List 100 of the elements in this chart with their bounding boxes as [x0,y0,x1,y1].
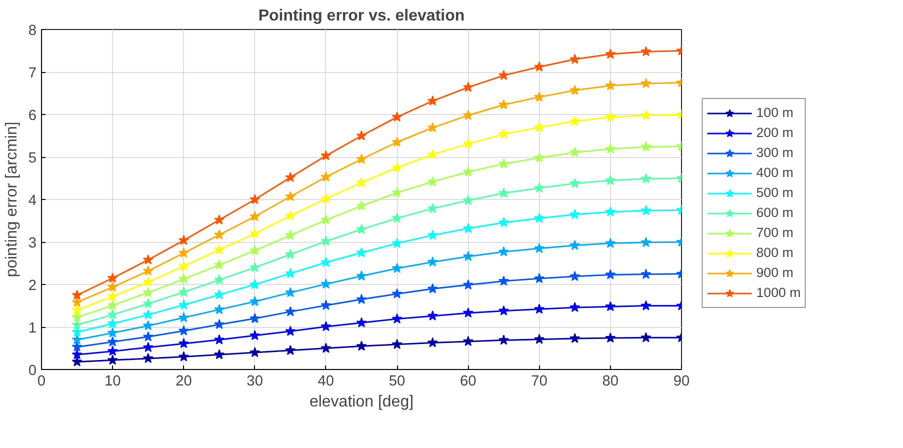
x-tick-label: 60 [460,374,476,390]
point [498,99,509,110]
point [250,313,260,324]
point [462,336,474,346]
point [427,283,438,294]
point [250,262,260,272]
point [72,356,82,366]
point [72,304,82,315]
point [72,326,82,337]
point [285,210,296,220]
point [462,279,474,290]
x-tick-label: 40 [318,374,334,390]
point [498,188,509,198]
point [178,286,189,297]
point [640,268,652,279]
point [534,304,545,314]
point [178,299,189,310]
point [427,202,438,213]
point [214,304,225,314]
legend-label: 500 m [756,185,794,200]
x-tick-label: 80 [602,374,619,390]
point [142,265,154,276]
y-tick-label: 1 [28,320,37,336]
y-tick-label: 7 [28,66,37,82]
point [392,313,402,324]
point [605,48,616,59]
point [250,245,260,256]
point [320,171,332,182]
point [107,346,118,356]
point [498,158,509,168]
point [285,287,296,298]
point [640,110,652,120]
point [142,309,154,320]
point [462,138,474,148]
point [534,61,545,72]
point [214,244,225,254]
point [498,128,509,139]
y-axis-title: pointing error [arcmin] [3,122,20,278]
point [107,272,118,283]
point [214,229,225,240]
legend-label: 600 m [756,205,794,220]
point [498,70,509,80]
point [320,300,332,310]
point [392,338,402,349]
point [285,172,296,182]
point [392,262,402,273]
point [107,327,118,338]
point [570,302,580,312]
point [640,173,652,184]
point [250,194,260,204]
point [605,206,616,216]
point [107,309,118,320]
point [605,143,616,154]
point [285,306,296,316]
x-tick-label: 20 [176,374,192,390]
point [356,130,367,140]
point [392,187,402,198]
point [392,136,402,147]
point [320,278,332,289]
point [570,332,580,344]
point [72,290,82,300]
point [462,222,474,233]
point [570,270,580,281]
point [462,110,474,120]
point [534,212,545,223]
point [285,230,296,240]
point [392,288,402,298]
point [72,341,82,352]
point [178,312,189,322]
point [605,238,616,248]
point [250,211,260,222]
point [498,216,509,227]
point [570,208,580,219]
point [107,300,118,310]
point [250,296,260,306]
point [605,80,616,90]
point [640,205,652,216]
point [214,289,225,300]
point [356,224,367,234]
x-tick-label: 10 [104,374,121,390]
point [392,162,402,172]
point [498,276,509,286]
point [250,228,260,238]
point [534,122,545,132]
point [462,82,474,92]
point [392,238,402,248]
point [605,332,616,343]
point [178,273,189,284]
point [320,321,332,332]
point [427,310,438,320]
point [640,300,652,310]
point [214,334,225,344]
point [570,54,580,64]
legend-label: 900 m [756,265,794,280]
x-tick-label: 30 [246,374,263,390]
x-tick-label: 70 [531,374,548,390]
point [107,336,118,346]
x-tick-label: 50 [388,374,406,390]
point [427,337,438,348]
point [285,326,296,336]
